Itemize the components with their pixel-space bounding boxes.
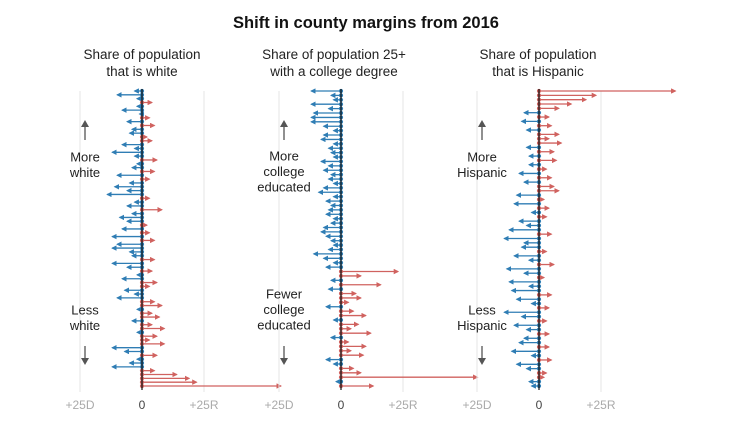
panel-title-hispanic: Share of population that is Hispanic <box>479 47 597 79</box>
up-arrow-head <box>280 120 288 127</box>
top-label: More Hispanic <box>457 149 507 180</box>
x-tick-label: +25R <box>189 398 218 412</box>
down-arrow-head <box>81 358 89 365</box>
down-arrow-head <box>280 358 288 365</box>
x-tick-label: 0 <box>139 398 146 412</box>
panel-0: +25D 0 +25R More white Less white <box>65 88 282 412</box>
panel-2: +25D 0 +25R More Hispanic Less Hispanic <box>457 88 677 412</box>
x-tick-label: 0 <box>338 398 345 412</box>
top-label: More white <box>69 149 100 180</box>
panel-1: +25D 0 +25R More college educated Fewer college… <box>257 88 479 412</box>
chart-title: Shift in county margins from 2016 <box>233 14 499 32</box>
top-label: More college educated <box>257 149 311 195</box>
x-tick-label: +25D <box>65 398 94 412</box>
x-tick-label: +25R <box>388 398 417 412</box>
up-arrow-head <box>478 120 486 127</box>
x-tick-label: +25R <box>586 398 615 412</box>
x-tick-label: +25D <box>264 398 293 412</box>
x-tick-label: 0 <box>536 398 543 412</box>
panel-title-white: Share of population that is white <box>83 47 201 79</box>
up-arrow-head <box>81 120 89 127</box>
bottom-label: Less Hispanic <box>457 302 507 333</box>
bottom-label: Fewer college educated <box>257 287 311 333</box>
down-arrow-head <box>478 358 486 365</box>
panel-title-college: Share of population 25+ with a college de… <box>262 47 406 79</box>
bottom-label: Less white <box>69 302 100 333</box>
x-tick-label: +25D <box>462 398 491 412</box>
